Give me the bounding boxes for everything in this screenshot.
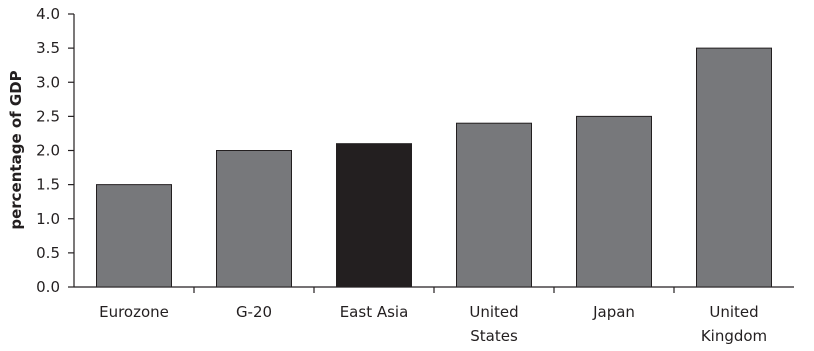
x-axis-ticks: Eurozone G-20 East Asia United States Japan Un… [99,287,767,345]
bar [216,150,292,288]
bar [96,184,172,288]
y-tick-label: 4.0 [36,5,60,23]
y-tick-label: 3.0 [36,73,60,91]
x-tick-label: Eurozone [99,303,169,321]
x-tick-label: United Kingdom [701,303,767,345]
bar [336,143,412,288]
y-tick-label: 1.5 [36,176,60,194]
y-axis-title: percentage of GDP [7,70,25,229]
y-tick-label: 0.5 [36,244,60,262]
bar [456,122,532,288]
y-tick-label: 3.5 [36,39,60,57]
x-tick-label: Japan [592,303,635,321]
bars [96,47,772,288]
y-axis-ticks: 0.0 0.5 1.0 1.5 2.0 2.5 3.0 3.5 4.0 [36,5,74,296]
y-tick-label: 1.0 [36,210,60,228]
bar [576,115,652,288]
y-tick-label: 0.0 [36,278,60,296]
x-tick-label: United States [469,303,518,345]
axes [73,14,794,288]
x-tick-label: G-20 [236,303,272,321]
x-tick-label: East Asia [340,303,409,321]
y-tick-label: 2.0 [36,142,60,160]
bar [696,47,772,288]
y-tick-label: 2.5 [36,107,60,125]
